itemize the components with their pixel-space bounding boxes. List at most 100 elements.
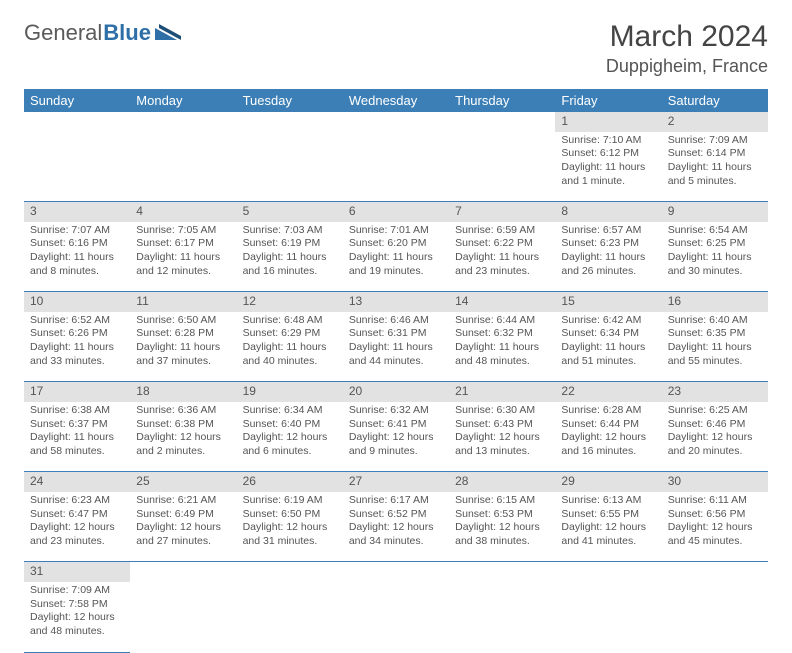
day-info-line: Sunset: 6:50 PM [243, 508, 337, 522]
day-cell: Sunrise: 6:38 AMSunset: 6:37 PMDaylight:… [24, 402, 130, 472]
week-row: Sunrise: 6:23 AMSunset: 6:47 PMDaylight:… [24, 492, 768, 562]
day-content: Sunrise: 6:57 AMSunset: 6:23 PMDaylight:… [561, 224, 655, 279]
day-info-line: Sunrise: 7:10 AM [561, 134, 655, 148]
day-cell: Sunrise: 6:50 AMSunset: 6:28 PMDaylight:… [130, 312, 236, 382]
day-number-cell: 28 [449, 472, 555, 492]
day-info-line: Daylight: 12 hours and 6 minutes. [243, 431, 337, 458]
day-info-line: Sunset: 6:49 PM [136, 508, 230, 522]
day-info-line: Daylight: 12 hours and 13 minutes. [455, 431, 549, 458]
day-info-line: Sunrise: 6:23 AM [30, 494, 124, 508]
day-cell: Sunrise: 7:03 AMSunset: 6:19 PMDaylight:… [237, 222, 343, 292]
day-info-line: Daylight: 12 hours and 45 minutes. [668, 521, 762, 548]
day-content: Sunrise: 6:48 AMSunset: 6:29 PMDaylight:… [243, 314, 337, 369]
col-sunday: Sunday [24, 89, 130, 112]
day-info-line: Daylight: 11 hours and 30 minutes. [668, 251, 762, 278]
day-content: Sunrise: 6:52 AMSunset: 6:26 PMDaylight:… [30, 314, 124, 369]
day-content: Sunrise: 6:50 AMSunset: 6:28 PMDaylight:… [136, 314, 230, 369]
logo-text-1: General [24, 20, 102, 46]
day-cell: Sunrise: 6:30 AMSunset: 6:43 PMDaylight:… [449, 402, 555, 472]
day-content: Sunrise: 6:44 AMSunset: 6:32 PMDaylight:… [455, 314, 549, 369]
day-cell: Sunrise: 7:07 AMSunset: 6:16 PMDaylight:… [24, 222, 130, 292]
day-number-cell: 23 [662, 382, 768, 402]
day-info-line: Daylight: 12 hours and 2 minutes. [136, 431, 230, 458]
day-number-cell: 5 [237, 202, 343, 222]
day-content: Sunrise: 7:01 AMSunset: 6:20 PMDaylight:… [349, 224, 443, 279]
day-cell: Sunrise: 6:11 AMSunset: 6:56 PMDaylight:… [662, 492, 768, 562]
location: Duppigheim, France [606, 56, 768, 77]
day-content: Sunrise: 7:03 AMSunset: 6:19 PMDaylight:… [243, 224, 337, 279]
day-number-cell: 24 [24, 472, 130, 492]
day-info-line: Sunrise: 6:48 AM [243, 314, 337, 328]
week-row: Sunrise: 6:38 AMSunset: 6:37 PMDaylight:… [24, 402, 768, 472]
day-number-cell [449, 562, 555, 582]
day-cell: Sunrise: 6:59 AMSunset: 6:22 PMDaylight:… [449, 222, 555, 292]
day-info-line: Sunrise: 6:44 AM [455, 314, 549, 328]
day-number-cell [343, 562, 449, 582]
day-cell [130, 132, 236, 202]
day-info-line: Sunset: 6:55 PM [561, 508, 655, 522]
day-info-line: Sunrise: 7:01 AM [349, 224, 443, 238]
day-content: Sunrise: 6:23 AMSunset: 6:47 PMDaylight:… [30, 494, 124, 549]
day-info-line: Sunrise: 7:05 AM [136, 224, 230, 238]
day-number-cell: 8 [555, 202, 661, 222]
day-info-line: Sunset: 6:40 PM [243, 418, 337, 432]
day-cell: Sunrise: 6:17 AMSunset: 6:52 PMDaylight:… [343, 492, 449, 562]
day-number-cell: 2 [662, 112, 768, 132]
title-block: March 2024 Duppigheim, France [606, 20, 768, 77]
day-info-line: Daylight: 12 hours and 23 minutes. [30, 521, 124, 548]
day-cell [237, 582, 343, 652]
day-info-line: Sunset: 6:17 PM [136, 237, 230, 251]
day-number-cell [555, 562, 661, 582]
day-info-line: Sunrise: 6:40 AM [668, 314, 762, 328]
header: GeneralBlue March 2024 Duppigheim, Franc… [24, 20, 768, 77]
day-info-line: Sunrise: 6:17 AM [349, 494, 443, 508]
day-cell [449, 582, 555, 652]
day-info-line: Sunrise: 6:25 AM [668, 404, 762, 418]
day-info-line: Sunrise: 6:57 AM [561, 224, 655, 238]
day-number-cell [130, 112, 236, 132]
day-info-line: Sunrise: 7:07 AM [30, 224, 124, 238]
day-number-cell: 4 [130, 202, 236, 222]
day-info-line: Daylight: 12 hours and 27 minutes. [136, 521, 230, 548]
day-info-line: Sunset: 6:20 PM [349, 237, 443, 251]
day-info-line: Sunrise: 6:32 AM [349, 404, 443, 418]
day-cell: Sunrise: 6:46 AMSunset: 6:31 PMDaylight:… [343, 312, 449, 382]
day-info-line: Sunrise: 6:50 AM [136, 314, 230, 328]
day-info-line: Sunrise: 6:15 AM [455, 494, 549, 508]
daynum-row: 31 [24, 562, 768, 582]
day-cell: Sunrise: 6:32 AMSunset: 6:41 PMDaylight:… [343, 402, 449, 472]
day-content: Sunrise: 6:54 AMSunset: 6:25 PMDaylight:… [668, 224, 762, 279]
day-number-cell [24, 112, 130, 132]
day-info-line: Daylight: 11 hours and 44 minutes. [349, 341, 443, 368]
col-tuesday: Tuesday [237, 89, 343, 112]
day-cell [237, 132, 343, 202]
day-number-cell: 30 [662, 472, 768, 492]
daynum-row: 10111213141516 [24, 292, 768, 312]
day-cell [343, 132, 449, 202]
day-info-line: Daylight: 12 hours and 34 minutes. [349, 521, 443, 548]
day-cell: Sunrise: 6:36 AMSunset: 6:38 PMDaylight:… [130, 402, 236, 472]
day-cell [343, 582, 449, 652]
day-cell: Sunrise: 6:44 AMSunset: 6:32 PMDaylight:… [449, 312, 555, 382]
day-cell [130, 582, 236, 652]
day-number-cell: 25 [130, 472, 236, 492]
day-cell [555, 582, 661, 652]
day-info-line: Sunset: 6:16 PM [30, 237, 124, 251]
day-info-line: Daylight: 11 hours and 19 minutes. [349, 251, 443, 278]
week-row: Sunrise: 7:10 AMSunset: 6:12 PMDaylight:… [24, 132, 768, 202]
day-info-line: Sunset: 6:28 PM [136, 327, 230, 341]
day-cell: Sunrise: 7:10 AMSunset: 6:12 PMDaylight:… [555, 132, 661, 202]
col-friday: Friday [555, 89, 661, 112]
day-content: Sunrise: 6:15 AMSunset: 6:53 PMDaylight:… [455, 494, 549, 549]
col-wednesday: Wednesday [343, 89, 449, 112]
day-info-line: Sunset: 6:19 PM [243, 237, 337, 251]
logo: GeneralBlue [24, 20, 181, 46]
day-info-line: Daylight: 11 hours and 48 minutes. [455, 341, 549, 368]
day-content: Sunrise: 7:09 AMSunset: 7:58 PMDaylight:… [30, 584, 124, 639]
day-number-cell: 9 [662, 202, 768, 222]
day-number-cell: 11 [130, 292, 236, 312]
col-saturday: Saturday [662, 89, 768, 112]
day-number-cell: 16 [662, 292, 768, 312]
day-cell: Sunrise: 6:13 AMSunset: 6:55 PMDaylight:… [555, 492, 661, 562]
daynum-row: 12 [24, 112, 768, 132]
